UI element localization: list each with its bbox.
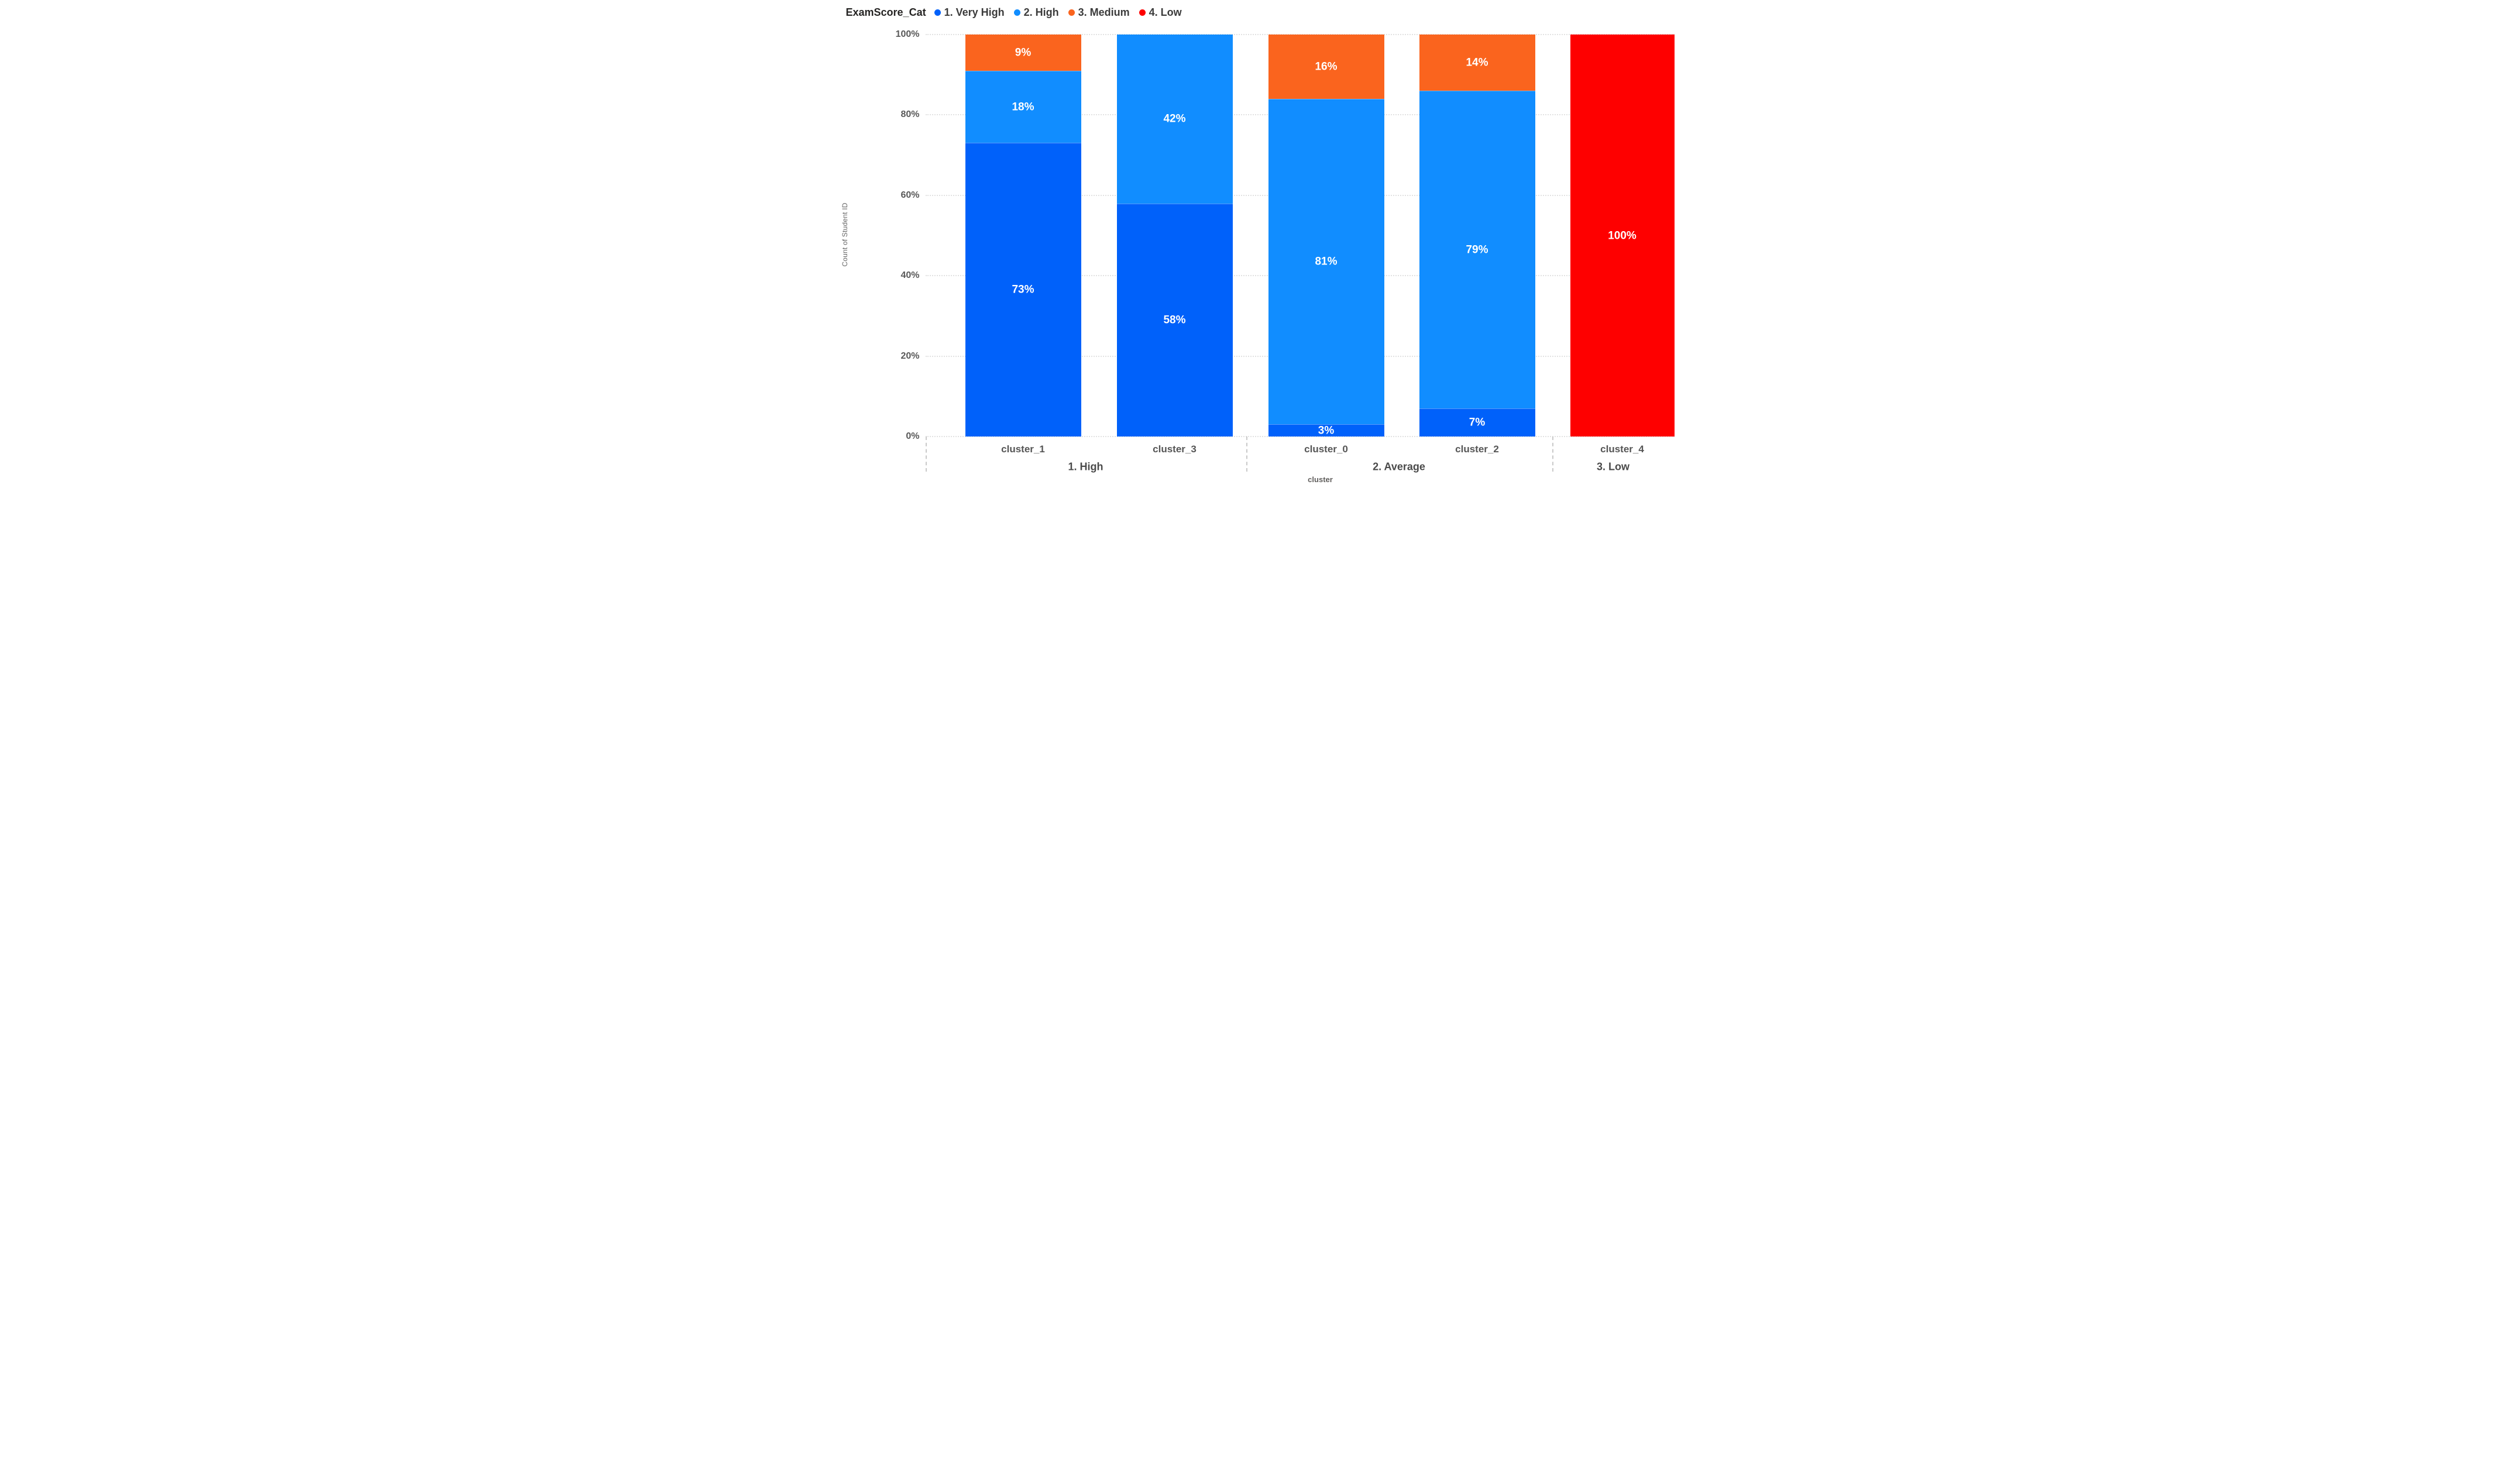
legend-items: 1. Very High 2. High 3. Medium 4. Low: [934, 6, 1182, 19]
x-category-label-cluster_3: cluster_3: [1153, 444, 1197, 455]
chart-canvas: ExamScore_Cat 1. Very High 2. High 3. Medi…: [840, 0, 1680, 490]
segment-cluster_3-2-high[interactable]: 42%: [1116, 35, 1233, 204]
x-category-label-cluster_2: cluster_2: [1455, 444, 1499, 455]
y-tick-60: 60%: [900, 190, 920, 200]
segment-cluster_4-4-low[interactable]: 100%: [1570, 35, 1675, 437]
segment-cluster_1-3-medium[interactable]: 9%: [965, 35, 1081, 71]
legend-title: ExamScore_Cat: [845, 6, 926, 18]
data-label: 3%: [1318, 424, 1335, 437]
bar-cluster_0[interactable]: 16% 81% 3%: [1268, 35, 1384, 437]
segment-cluster_1-2-high[interactable]: 18%: [965, 70, 1081, 143]
x-group-label-3: 3. Low: [1596, 460, 1630, 473]
bar-cluster_1[interactable]: 9% 18% 73%: [965, 35, 1081, 437]
data-label: 58%: [1163, 314, 1186, 326]
data-label: 42%: [1163, 112, 1186, 125]
data-label: 73%: [1012, 283, 1034, 296]
legend-item-1[interactable]: 1. Very High: [934, 6, 1005, 19]
y-tick-0: 0%: [906, 431, 920, 441]
legend-item-label: 4. Low: [1149, 6, 1182, 18]
y-tick-100: 100%: [895, 29, 920, 39]
data-label: 16%: [1315, 60, 1338, 73]
legend-item-label: 1. Very High: [944, 6, 1005, 18]
x-category-label-cluster_1: cluster_1: [1001, 444, 1045, 455]
data-label: 14%: [1466, 56, 1488, 69]
y-tick-80: 80%: [900, 109, 920, 120]
y-tick-20: 20%: [900, 350, 920, 361]
data-label: 9%: [1015, 46, 1032, 59]
plot-area: 0% 20% 40% 60% 80% 100% 9% 18% 73% cluster_1 42% 58…: [840, 0, 1680, 490]
data-label: 79%: [1466, 243, 1488, 256]
gridline-0: [925, 436, 1675, 437]
segment-cluster_1-1-very-high[interactable]: 73%: [965, 143, 1081, 437]
x-axis-title: cluster: [1308, 475, 1333, 484]
legend-swatch-icon: [934, 9, 941, 16]
data-label: 81%: [1315, 255, 1338, 268]
bar-cluster_4[interactable]: 100%: [1570, 35, 1675, 437]
data-label: 18%: [1012, 101, 1034, 114]
segment-cluster_2-1-very-high[interactable]: 7%: [1419, 408, 1535, 437]
segment-cluster_0-2-high[interactable]: 81%: [1268, 98, 1384, 425]
segment-cluster_2-3-medium[interactable]: 14%: [1419, 35, 1535, 91]
bar-cluster_3[interactable]: 42% 58%: [1116, 35, 1233, 437]
legend: ExamScore_Cat 1. Very High 2. High 3. Medi…: [846, 5, 1182, 20]
x-group-label-2: 2. Average: [1373, 460, 1425, 473]
x-category-label-cluster_0: cluster_0: [1304, 444, 1348, 455]
bar-cluster_2[interactable]: 14% 79% 7%: [1419, 35, 1535, 437]
group-separator-1: [925, 437, 927, 472]
legend-item-2[interactable]: 2. High: [1013, 6, 1059, 19]
legend-item-3[interactable]: 3. Medium: [1068, 6, 1130, 19]
data-label: 7%: [1469, 416, 1486, 429]
segment-cluster_2-2-high[interactable]: 79%: [1419, 91, 1535, 408]
legend-swatch-icon: [1068, 9, 1075, 16]
legend-item-label: 3. Medium: [1078, 6, 1130, 18]
data-label: 100%: [1608, 229, 1637, 242]
x-group-label-1: 1. High: [1068, 460, 1103, 473]
legend-swatch-icon: [1139, 9, 1146, 16]
legend-item-4[interactable]: 4. Low: [1139, 6, 1182, 19]
group-separator-3: [1552, 437, 1553, 472]
legend-swatch-icon: [1013, 9, 1020, 16]
legend-item-label: 2. High: [1023, 6, 1059, 18]
segment-cluster_0-1-very-high[interactable]: 3%: [1268, 424, 1384, 437]
segment-cluster_0-3-medium[interactable]: 16%: [1268, 35, 1384, 99]
group-separator-2: [1246, 437, 1247, 472]
x-category-label-cluster_4: cluster_4: [1600, 444, 1644, 455]
y-tick-40: 40%: [900, 270, 920, 281]
segment-cluster_3-1-very-high[interactable]: 58%: [1116, 203, 1233, 437]
